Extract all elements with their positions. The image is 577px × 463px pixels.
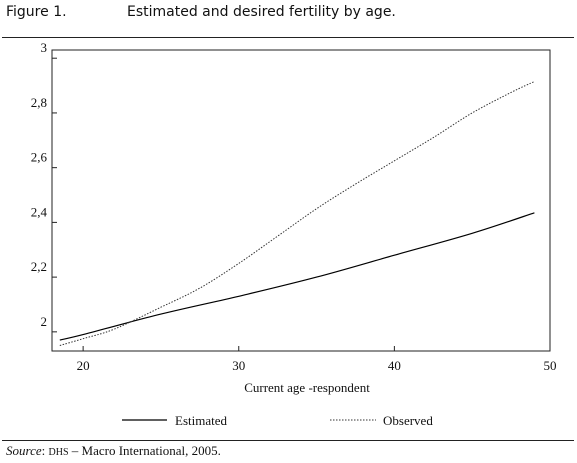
- y-tick-label: 2,8: [31, 95, 47, 110]
- bottom-rule: [2, 440, 574, 441]
- x-tick-label: 30: [232, 358, 245, 373]
- y-tick-label: 2,6: [31, 150, 48, 165]
- legend-label-estimated: Estimated: [175, 413, 227, 428]
- source-colon: :: [41, 443, 49, 458]
- series-line-observed: [59, 81, 535, 346]
- plot-frame: [51, 49, 551, 352]
- legend-label-observed: Observed: [383, 413, 433, 428]
- source-text: – Macro International, 2005.: [68, 443, 221, 458]
- figure-title: Estimated and desired fertility by age.: [127, 4, 396, 20]
- x-tick-label: 50: [544, 358, 557, 373]
- y-tick-label: 2,4: [31, 204, 48, 219]
- y-tick-label: 2,2: [31, 259, 47, 274]
- source-label: Source: [6, 443, 42, 458]
- source-org: DHS: [48, 447, 69, 458]
- source-note: Source: DHS – Macro International, 2005.: [6, 443, 221, 459]
- x-axis-label: Current age -respondent: [244, 380, 370, 395]
- y-tick-label: 3: [41, 40, 48, 55]
- series-line-estimated: [59, 212, 535, 341]
- y-tick-label: 2: [41, 314, 48, 329]
- figure-label: Figure 1.: [6, 4, 67, 20]
- x-tick-label: 20: [77, 358, 90, 373]
- top-rule: [2, 37, 574, 38]
- x-tick-label: 40: [388, 358, 401, 373]
